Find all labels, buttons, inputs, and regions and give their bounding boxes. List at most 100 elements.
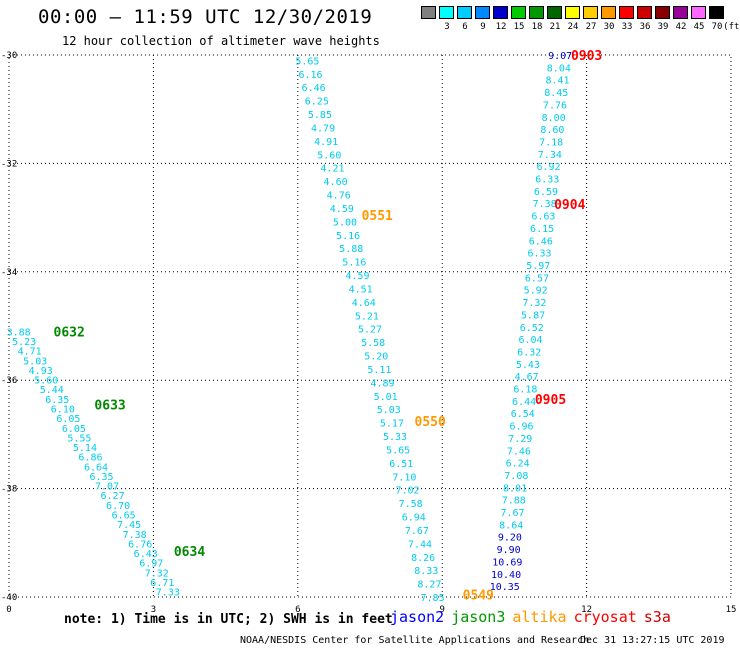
color-swatch — [511, 6, 526, 19]
wave-height-value: 5.55 — [67, 433, 91, 444]
wave-height-value: 7.67 — [500, 508, 524, 519]
color-swatch-label: 9 — [480, 22, 486, 32]
wave-height-value: 6.92 — [536, 162, 560, 173]
wave-height-value: 6.16 — [299, 70, 323, 81]
wave-height-value: 7.44 — [408, 539, 432, 550]
wave-height-value: 5.03 — [377, 405, 401, 416]
color-swatch — [529, 6, 544, 19]
satellite-legend-entry: jason2 — [390, 608, 445, 626]
wave-height-value: 7.07 — [95, 482, 119, 493]
wave-height-value: 6.46 — [529, 236, 553, 247]
satellite-legend-entry: jason3 — [451, 608, 506, 626]
wave-height-value: 7.67 — [405, 526, 429, 537]
wave-height-value: 7.32 — [145, 568, 169, 579]
wave-height-value: 7.02 — [395, 486, 419, 497]
wave-height-value: 10.35 — [490, 582, 520, 593]
wave-height-value: 6.64 — [84, 462, 108, 473]
color-swatch-label: 70 — [711, 22, 723, 32]
wave-height-value: 6.65 — [112, 510, 136, 521]
color-swatch — [439, 6, 454, 19]
satellite-legend: jason2 jason3 altika cryosat s3a — [390, 608, 678, 626]
wave-height-value: 4.93 — [29, 366, 53, 377]
wave-height-value: 6.54 — [511, 409, 535, 420]
x-tick-label: 6 — [295, 605, 300, 615]
color-swatch-label: 33 — [621, 22, 633, 32]
wave-height-value: 5.92 — [524, 286, 548, 297]
pass-time-label: 0632 — [54, 325, 85, 340]
color-swatch-label: 24 — [567, 22, 579, 32]
color-swatch — [457, 6, 472, 19]
x-tick-label: 0 — [6, 605, 11, 615]
wave-height-value: 10.40 — [491, 570, 521, 581]
wave-height-value: 8.41 — [546, 76, 570, 87]
wave-height-value: 6.94 — [402, 513, 426, 524]
pass-time-label: 0905 — [535, 393, 566, 408]
chart-title: 00:00 – 11:59 UTC 12/30/2019 — [38, 6, 373, 28]
chart-subtitle: 12 hour collection of altimeter wave hei… — [62, 34, 380, 48]
wave-height-value: 7.88 — [502, 496, 526, 507]
wave-height-value: 3.88 — [7, 327, 31, 338]
wave-height-value: 7.29 — [508, 434, 532, 445]
wave-height-value: 6.43 — [134, 549, 158, 560]
wave-height-value: 8.60 — [540, 125, 564, 136]
wave-height-value: 7.08 — [504, 471, 528, 482]
wave-height-value: 7.38 — [123, 530, 147, 541]
units-note: note: 1) Time is in UTC; 2) SWH is in fe… — [64, 612, 393, 627]
wave-height-value: 4.51 — [349, 284, 373, 295]
wave-height-value: 6.59 — [534, 187, 558, 198]
color-swatch — [673, 6, 688, 19]
wave-height-value: 4.79 — [311, 123, 335, 134]
color-swatch-label: 39 — [657, 22, 669, 32]
color-swatch-label: 45 — [693, 22, 705, 32]
wave-height-value: 6.57 — [525, 273, 549, 284]
wave-height-value: 5.16 — [342, 258, 366, 269]
wave-height-value: 4.91 — [314, 137, 338, 148]
wave-height-value: 4.59 — [330, 204, 354, 215]
color-swatch-label: 18 — [531, 22, 543, 32]
wave-height-value: 5.20 — [364, 352, 388, 363]
wave-height-value: 5.21 — [355, 311, 379, 322]
wave-height-value: 4.67 — [515, 372, 539, 383]
wave-height-value: 6.18 — [513, 385, 537, 396]
wave-height-value: 5.33 — [383, 432, 407, 443]
color-swatch — [619, 6, 634, 19]
wave-height-value: 7.58 — [399, 499, 423, 510]
wave-height-value: 4.21 — [320, 164, 344, 175]
plot-frame — [8, 54, 732, 598]
wave-height-value: 4.89 — [370, 378, 394, 389]
satellite-legend-entry: cryosat — [573, 608, 637, 626]
color-swatch — [601, 6, 616, 19]
color-swatch — [565, 6, 580, 19]
y-tick-label: -34 — [1, 268, 17, 278]
color-swatch-label: 12 — [495, 22, 507, 32]
wave-height-value: 6.46 — [302, 83, 326, 94]
color-scale-unit: (ft) — [723, 22, 740, 32]
wave-height-value: 4.71 — [18, 347, 42, 358]
wave-height-value: 6.10 — [51, 405, 75, 416]
wave-height-value: 5.00 — [333, 217, 357, 228]
color-swatch — [709, 6, 724, 19]
y-tick-label: -30 — [1, 51, 17, 61]
wave-height-value: 6.24 — [506, 459, 530, 470]
wave-height-value: 6.33 — [527, 249, 551, 260]
wave-height-value: 7.46 — [507, 446, 531, 457]
wave-height-value: 10.69 — [492, 557, 522, 568]
wave-height-value: 6.96 — [509, 422, 533, 433]
wave-height-value: 8.26 — [411, 553, 435, 564]
wave-height-value: 8.33 — [414, 566, 438, 577]
x-tick-label: 12 — [581, 605, 592, 615]
color-swatch-label: 6 — [462, 22, 468, 32]
wave-height-value: 7.85 — [421, 593, 445, 604]
wave-height-value: 5.87 — [521, 310, 545, 321]
color-swatch — [421, 6, 436, 19]
wave-height-value: 8.01 — [503, 483, 527, 494]
color-swatch-label: 30 — [603, 22, 615, 32]
wave-height-value: 5.11 — [367, 365, 391, 376]
wave-height-value: 5.65 — [386, 445, 410, 456]
wave-height-value: 4.76 — [327, 191, 351, 202]
satellite-legend-entry: altika — [512, 608, 567, 626]
wave-height-value: 5.60 — [317, 150, 341, 161]
color-swatch-label: 21 — [549, 22, 561, 32]
wave-height-value: 6.32 — [517, 347, 541, 358]
